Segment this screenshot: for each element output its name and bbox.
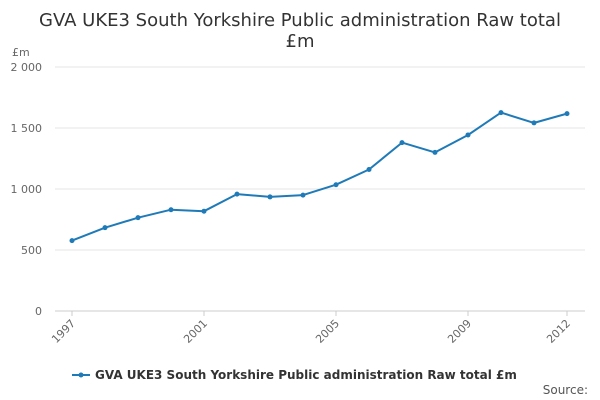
data-point [300,192,306,198]
data-point [432,149,438,155]
y-tick-label: 0 [35,305,42,318]
chart-title-line-2: £m [286,31,315,52]
series-layer [69,110,570,244]
legend-series-label: GVA UKE3 South Yorkshire Public administ… [95,368,517,382]
data-point [366,166,372,172]
data-point [399,140,405,146]
x-tick-label: 2005 [313,317,342,346]
legend-marker-swatch [78,372,84,378]
data-point [465,132,471,138]
series-line [71,111,568,242]
data-point [267,194,273,200]
x-axis: 1997 2001 2005 2009 2012 [49,310,585,346]
data-point [201,208,207,214]
data-point [168,207,174,213]
y-tick-label: 500 [21,244,42,257]
x-tick-label: 2009 [445,317,474,346]
x-tick-label: 1997 [49,317,78,346]
data-point [69,238,75,244]
chart-title-line-1: GVA UKE3 South Yorkshire Public administ… [39,10,561,31]
gridlines [55,66,585,251]
x-tick-label: 2001 [181,317,210,346]
data-point [135,215,141,221]
data-point [234,191,240,197]
y-tick-label: 1 000 [11,183,43,196]
data-point [333,182,339,188]
data-point [498,110,504,116]
y-axis-tick-labels: 0 500 1 000 1 500 2 000 [11,61,43,318]
legend: GVA UKE3 South Yorkshire Public administ… [72,368,517,382]
y-tick-label: 1 500 [11,122,43,135]
data-point [531,120,537,126]
data-point [102,225,108,231]
x-tick-label: 2012 [544,317,573,346]
data-point [564,111,570,117]
y-axis-unit-label: £m [12,46,30,59]
y-tick-label: 2 000 [11,61,43,74]
source-label: Source: [543,383,588,397]
